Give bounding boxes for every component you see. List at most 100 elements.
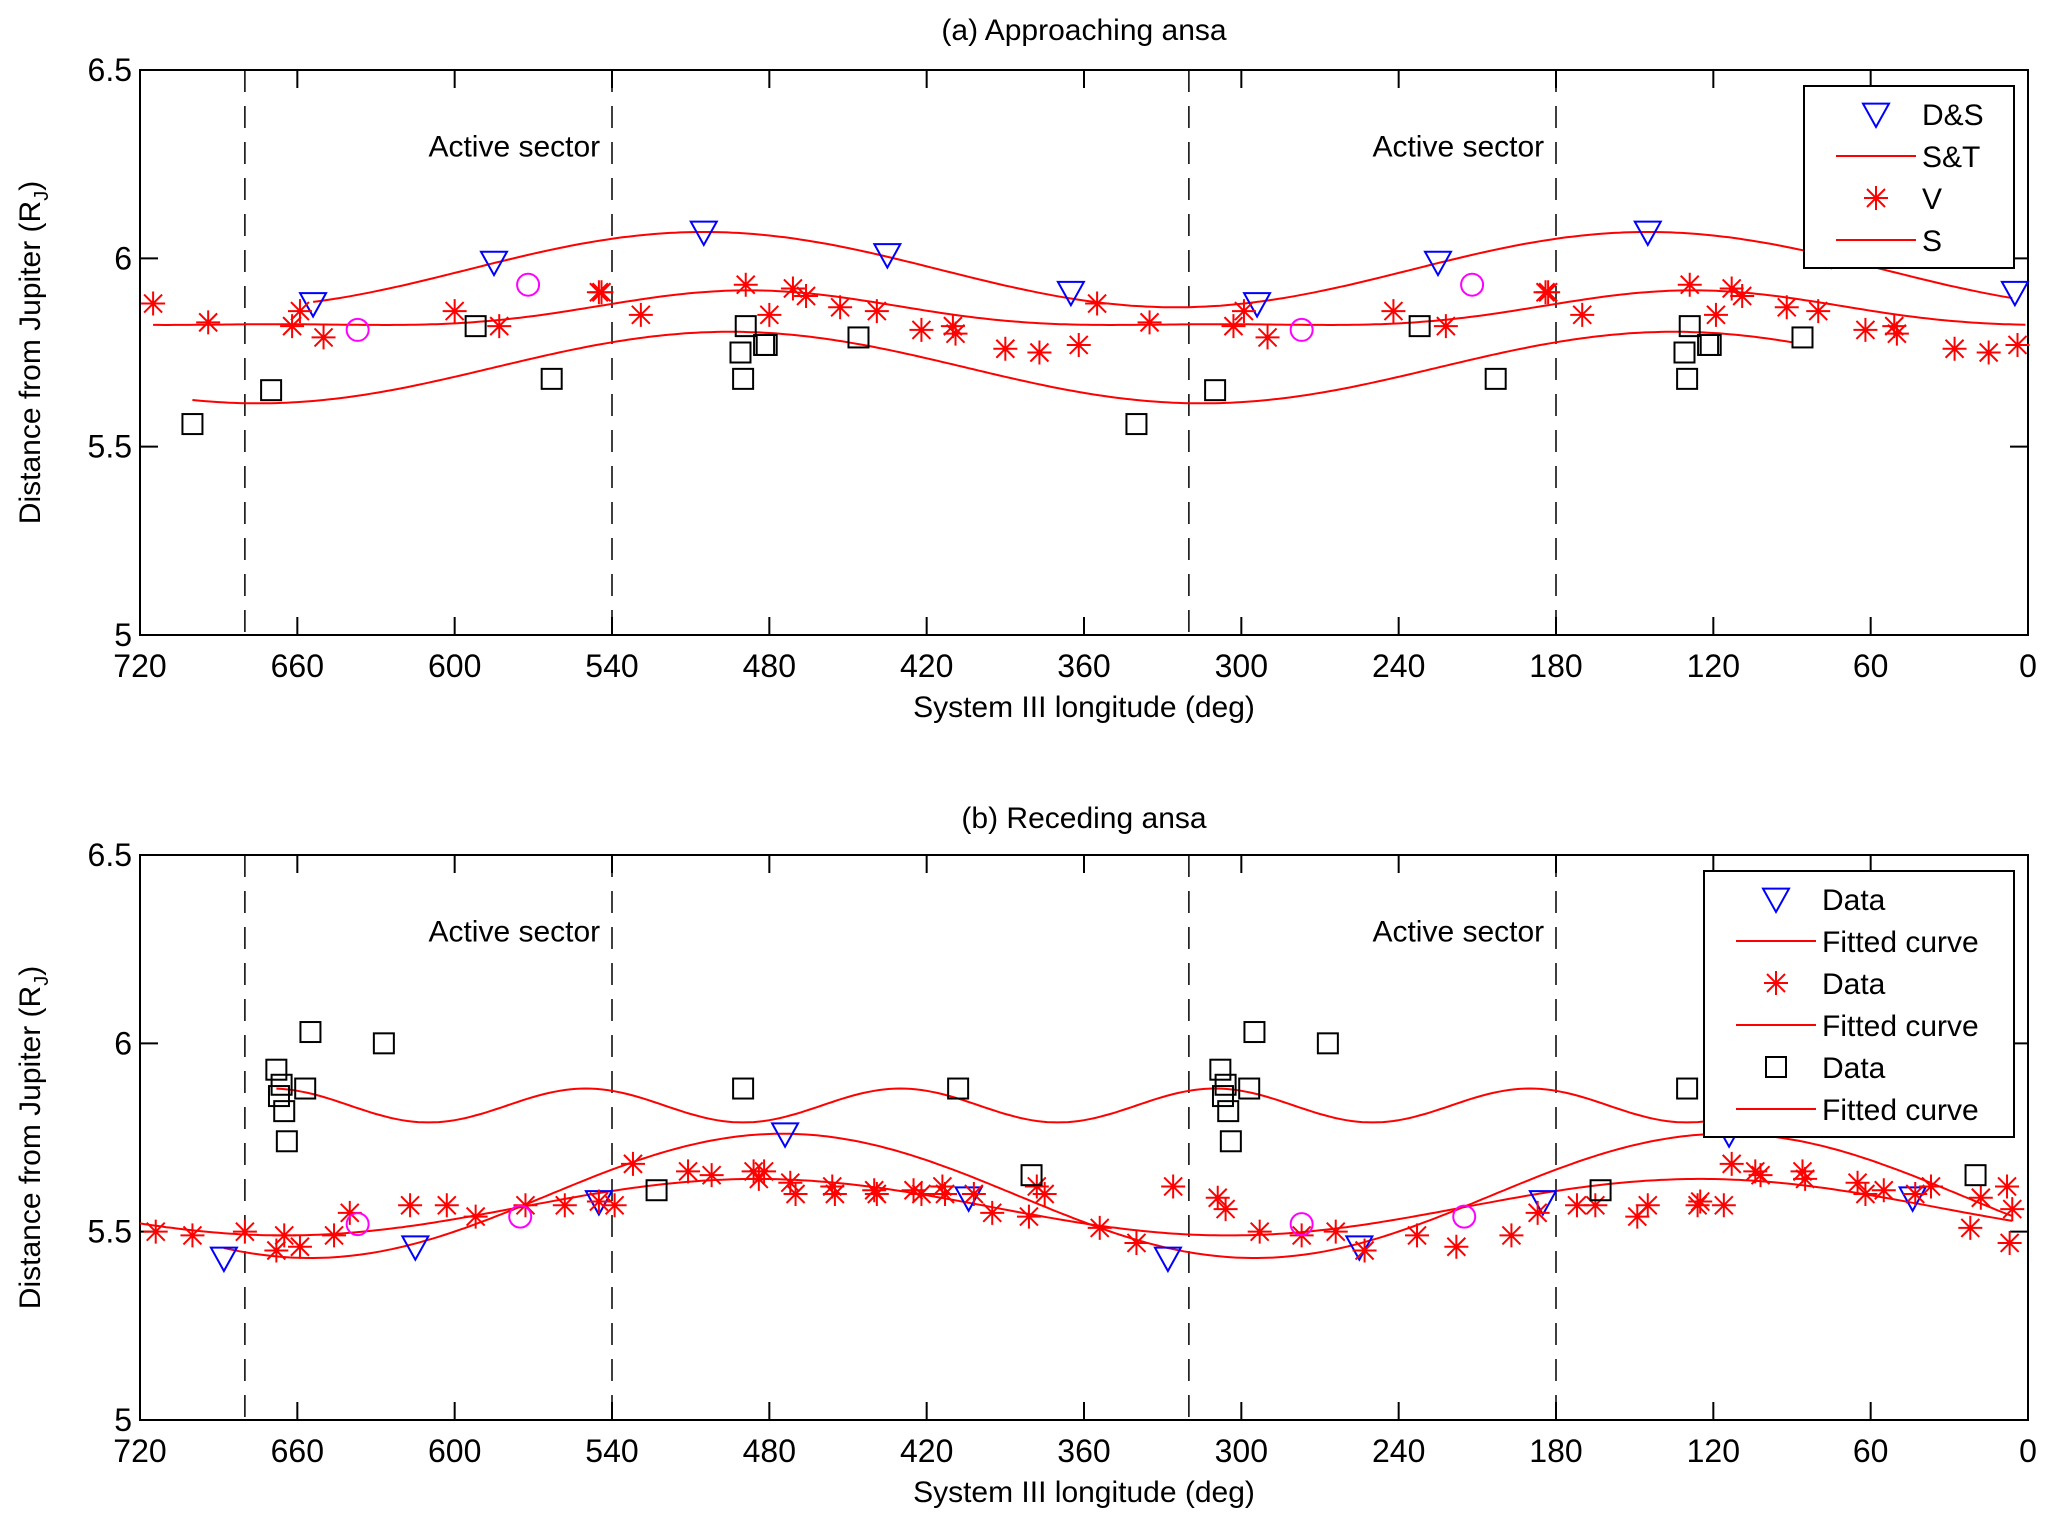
legend-label: V (1922, 183, 1942, 216)
data-point-square (265, 1058, 288, 1081)
data-point-asterisk (933, 1182, 958, 1206)
legend-label: S&T (1922, 141, 1980, 174)
x-tick-label: 120 (1687, 648, 1740, 684)
data-point-asterisk (1790, 1159, 1815, 1184)
data-point-square (1484, 367, 1507, 390)
data-point-circle (508, 1204, 533, 1229)
data-point-asterisk (1884, 321, 1909, 346)
y-axis-label-close: ) (14, 966, 47, 976)
x-tick-label: 240 (1372, 1433, 1425, 1469)
data-point-square (1678, 315, 1701, 338)
x-tick-label: 600 (428, 648, 481, 684)
x-tick-label: 0 (2019, 1433, 2037, 1469)
data-point-asterisk (1564, 1193, 1589, 1218)
plot-frame (139, 69, 2029, 636)
data-point-asterisk (1213, 1197, 1238, 1222)
data-point-square (1214, 1073, 1237, 1096)
data-point-asterisk (1730, 284, 1755, 308)
data-point-square (372, 1032, 395, 1055)
data-point-asterisk (1536, 280, 1561, 305)
data-point-asterisk (778, 1170, 803, 1195)
data-point-asterisk (820, 1174, 845, 1199)
x-tick-label: 480 (743, 648, 796, 684)
data-point-square (181, 413, 204, 436)
data-point-square (1238, 1077, 1261, 1100)
data-point-asterisk (1845, 1170, 1870, 1195)
y-tick-label: 5 (114, 1402, 132, 1438)
data-point-square (1589, 1179, 1612, 1202)
data-point-square (732, 367, 755, 390)
data-point-square (273, 1100, 296, 1123)
data-point-asterisk (930, 1174, 955, 1199)
legend-box (1703, 870, 2015, 1138)
data-point-asterisk (1968, 1185, 1993, 1210)
data-point-asterisk (993, 336, 1018, 361)
x-tick-label: 60 (1853, 1433, 1889, 1469)
data-point-square (729, 341, 752, 364)
chart-title: (a) Approaching ansa (941, 14, 1227, 47)
data-point-asterisk (676, 1159, 701, 1184)
x-tick-label: 60 (1853, 648, 1889, 684)
y-axis-label: Distance from Jupiter (RJ) (14, 966, 53, 1309)
data-point-asterisk (1995, 1174, 2020, 1199)
data-point-square (1964, 1164, 1987, 1187)
x-tick-label: 180 (1529, 1433, 1582, 1469)
data-point-asterisk (1748, 1163, 1773, 1188)
data-point-asterisk (1066, 332, 1091, 357)
x-tick-label: 360 (1057, 648, 1110, 684)
data-point-circle (345, 317, 370, 342)
data-point-asterisk (1323, 1219, 1348, 1244)
data-point-asterisk (1161, 1174, 1186, 1199)
data-point-asterisk (1381, 299, 1406, 324)
data-point-triangle-down (770, 1122, 800, 1149)
data-point-triangle-down (2000, 280, 2030, 308)
data-point-asterisk (1405, 1223, 1430, 1248)
data-point-square (1209, 1058, 1232, 1081)
data-point-asterisk (272, 1223, 297, 1248)
data-point-asterisk (980, 1200, 1005, 1225)
data-point-asterisk (864, 1182, 889, 1206)
data-point-asterisk (1247, 1219, 1272, 1244)
x-tick-label: 420 (900, 1433, 953, 1469)
data-point-asterisk (620, 1151, 645, 1176)
data-point-asterisk (1997, 1230, 2022, 1255)
y-axis-label: Distance from Jupiter (RJ) (14, 181, 53, 524)
data-point-asterisk (1221, 314, 1246, 339)
legend-marker-triangle-down (1861, 102, 1891, 130)
data-point-asterisk (1958, 1215, 1983, 1240)
data-point-square (1243, 1021, 1266, 1044)
data-point-asterisk (586, 1189, 611, 1214)
y-tick-label: 6.5 (88, 837, 132, 873)
active-sector-label: Active sector (428, 915, 600, 948)
data-point-asterisk (780, 276, 805, 301)
data-point-square (1219, 1130, 1242, 1153)
data-point-square (275, 1130, 298, 1153)
data-point-square (540, 367, 563, 390)
y-tick-label: 5.5 (88, 429, 132, 465)
data-point-asterisk (1719, 1151, 1744, 1176)
data-point-circle (516, 272, 541, 297)
data-point-triangle-down (209, 1246, 239, 1274)
fitted-curve (139, 1177, 2013, 1237)
data-point-asterisk (2005, 332, 2030, 357)
data-point-triangle-down (400, 1235, 431, 1262)
active-sector-label: Active sector (428, 130, 600, 163)
data-point-asterisk (287, 299, 312, 324)
data-point-asterisk (232, 1219, 257, 1244)
data-point-asterisk (961, 1182, 986, 1206)
x-tick-label: 360 (1057, 1433, 1110, 1469)
data-point-asterisk (1124, 1230, 1149, 1255)
data-point-asterisk (287, 1234, 312, 1259)
data-point-asterisk (746, 1166, 771, 1191)
data-point-triangle-down (872, 243, 903, 270)
legend-marker-asterisk (1864, 186, 1888, 210)
data-point-asterisk (1231, 299, 1256, 324)
data-point-square (755, 333, 778, 356)
fitted-curve (192, 330, 1793, 405)
data-point-asterisk (1085, 291, 1110, 316)
data-point-asterisk (1087, 1215, 1112, 1240)
legend: D&S S&T VS (1803, 85, 2015, 269)
data-point-asterisk (1806, 299, 1831, 324)
